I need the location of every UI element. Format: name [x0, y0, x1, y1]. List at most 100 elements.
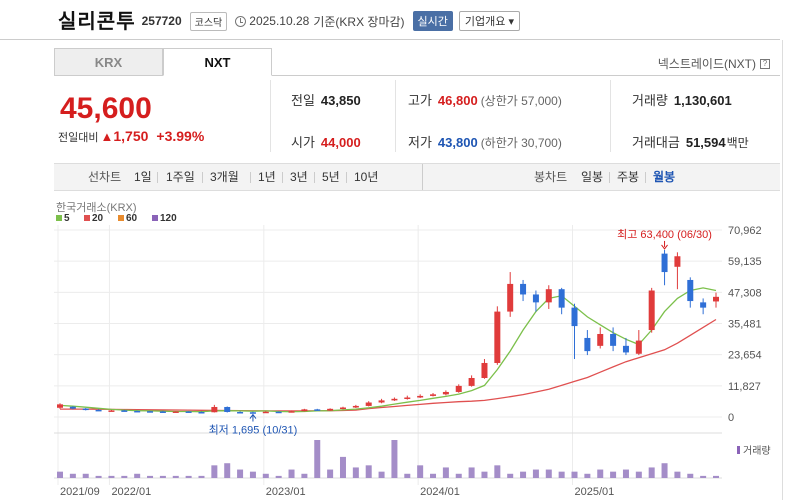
y-axis-labels: 70,962 59,135 47,308 35,481 23,654 11,827 0 — [728, 225, 762, 424]
candle-weekly[interactable]: 주봉 — [617, 170, 640, 184]
stock-header: 실리콘투 257720 코스닥 2025.10.28 기준(KRX 장마감) 실… — [0, 0, 800, 38]
candle-body — [571, 307, 578, 327]
stat-label: 전일 — [291, 93, 315, 108]
volume-bar — [159, 475, 166, 478]
realtime-button[interactable]: 실시간 — [412, 11, 453, 31]
candle-body — [597, 333, 604, 346]
stat-value: 43,800 — [437, 135, 478, 150]
candle-body — [687, 279, 694, 302]
nextrade-link[interactable]: 넥스트레이드(NXT) ? — [658, 55, 770, 72]
chart-legend: 5 20 60 120 — [56, 213, 177, 224]
volume-bar — [430, 473, 437, 478]
stat-label: 고가 — [408, 93, 432, 108]
stat-label: 저가 — [408, 135, 432, 150]
volume-bar — [545, 469, 552, 478]
stat-note: (하한가 30,700) — [480, 136, 562, 150]
period-1y[interactable]: 1년 — [258, 170, 276, 184]
toolbar-separator — [609, 172, 610, 183]
legend-label: 20 — [92, 213, 104, 224]
volume-bar — [597, 469, 604, 478]
tab-krx[interactable]: KRX — [54, 48, 163, 76]
candle-body — [301, 409, 308, 412]
current-price: 45,600 — [60, 92, 152, 125]
candle-body — [520, 283, 527, 295]
volume-bar — [301, 473, 308, 478]
change-value: 1,750 — [113, 128, 149, 144]
volume-bar — [69, 473, 76, 478]
volume-bar — [95, 475, 102, 478]
candle-body — [700, 302, 707, 308]
candle-body — [314, 409, 321, 411]
stock-chart[interactable]: 한국거래소(KRX) 5 20 60 120 70,962 59,135 47,308 35… — [0, 195, 780, 500]
stats-divider — [395, 80, 396, 152]
nextrade-label: 넥스트레이드(NXT) — [657, 57, 756, 71]
toolbar-separator — [250, 172, 251, 183]
toolbar-separator — [346, 172, 347, 183]
x-tick-label: 2024/01 — [420, 486, 460, 498]
candle-chart-label[interactable]: 봉차트 — [534, 170, 568, 184]
x-axis-labels: 2021/09 2022/01 2023/01 2024/01 2025/01 — [60, 486, 614, 498]
y-tick-label: 35,481 — [728, 319, 762, 331]
legend-swatch — [118, 215, 124, 221]
stat-amount: 거래대금 51,594 백만 — [632, 132, 749, 151]
period-1w[interactable]: 1주일 — [166, 170, 195, 184]
candle-body — [249, 412, 256, 414]
period-3m[interactable]: 3개월 — [210, 170, 239, 184]
volume-bar — [558, 471, 565, 478]
up-triangle-icon: ▲ — [100, 129, 114, 144]
candle-body — [674, 256, 681, 267]
volume-bar — [211, 465, 218, 478]
candle-monthly[interactable]: 월봉 — [653, 170, 676, 184]
candle-body — [224, 406, 231, 412]
stat-label: 시가 — [291, 135, 315, 150]
period-5y[interactable]: 5년 — [322, 170, 340, 184]
stock-name: 실리콘투 — [58, 10, 136, 33]
candle-body — [404, 397, 411, 399]
volume-bar — [404, 473, 411, 478]
volume-legend-swatch — [737, 446, 740, 454]
y-tick-label: 11,827 — [728, 381, 761, 393]
stats-divider — [270, 80, 271, 152]
candle-body — [365, 402, 372, 406]
stat-label: 거래량 — [632, 93, 668, 108]
volume-bar — [417, 465, 424, 478]
volume-bar — [365, 465, 372, 478]
candle-body — [622, 345, 629, 353]
right-scrollbar[interactable] — [782, 40, 800, 500]
stat-value: 51,594 — [685, 135, 726, 150]
max-arrow-head — [661, 244, 668, 250]
volume-bar — [622, 469, 629, 478]
candle-body — [378, 400, 385, 403]
candlesticks — [57, 249, 719, 414]
candle-body — [494, 311, 501, 363]
candle-body — [288, 411, 295, 413]
market-badge: 코스닥 — [189, 11, 228, 31]
company-info-button[interactable]: 기업개요 ▾ — [458, 11, 520, 31]
date-suffix: 기준(KRX 장마감) — [313, 14, 405, 29]
period-10y[interactable]: 10년 — [354, 170, 379, 184]
tab-nxt[interactable]: NXT — [163, 48, 272, 76]
x-tick-label: 2023/01 — [266, 486, 306, 498]
line-chart-label[interactable]: 선차트 — [88, 170, 122, 184]
legend-swatch — [152, 215, 158, 221]
stat-open: 시가 44,000 — [291, 132, 361, 151]
y-tick-label: 0 — [728, 412, 734, 424]
candle-body — [134, 410, 141, 413]
stat-value: 44,000 — [320, 135, 361, 150]
volume-bars: 거래량 — [57, 440, 771, 478]
candle-body — [211, 406, 218, 413]
candle-body — [198, 411, 205, 414]
candle-body — [159, 411, 166, 413]
period-1d[interactable]: 1일 — [134, 170, 152, 184]
toolbar-divider — [422, 164, 423, 190]
candle-body — [275, 411, 282, 414]
help-icon[interactable]: ? — [760, 58, 770, 69]
x-tick-label: 2022/01 — [111, 486, 151, 498]
volume-bar — [468, 467, 475, 478]
volume-bar — [108, 475, 115, 478]
volume-bar — [275, 475, 282, 478]
volume-bar — [249, 471, 256, 478]
candle-body — [237, 411, 244, 414]
period-3y[interactable]: 3년 — [290, 170, 308, 184]
candle-daily[interactable]: 일봉 — [581, 170, 604, 184]
